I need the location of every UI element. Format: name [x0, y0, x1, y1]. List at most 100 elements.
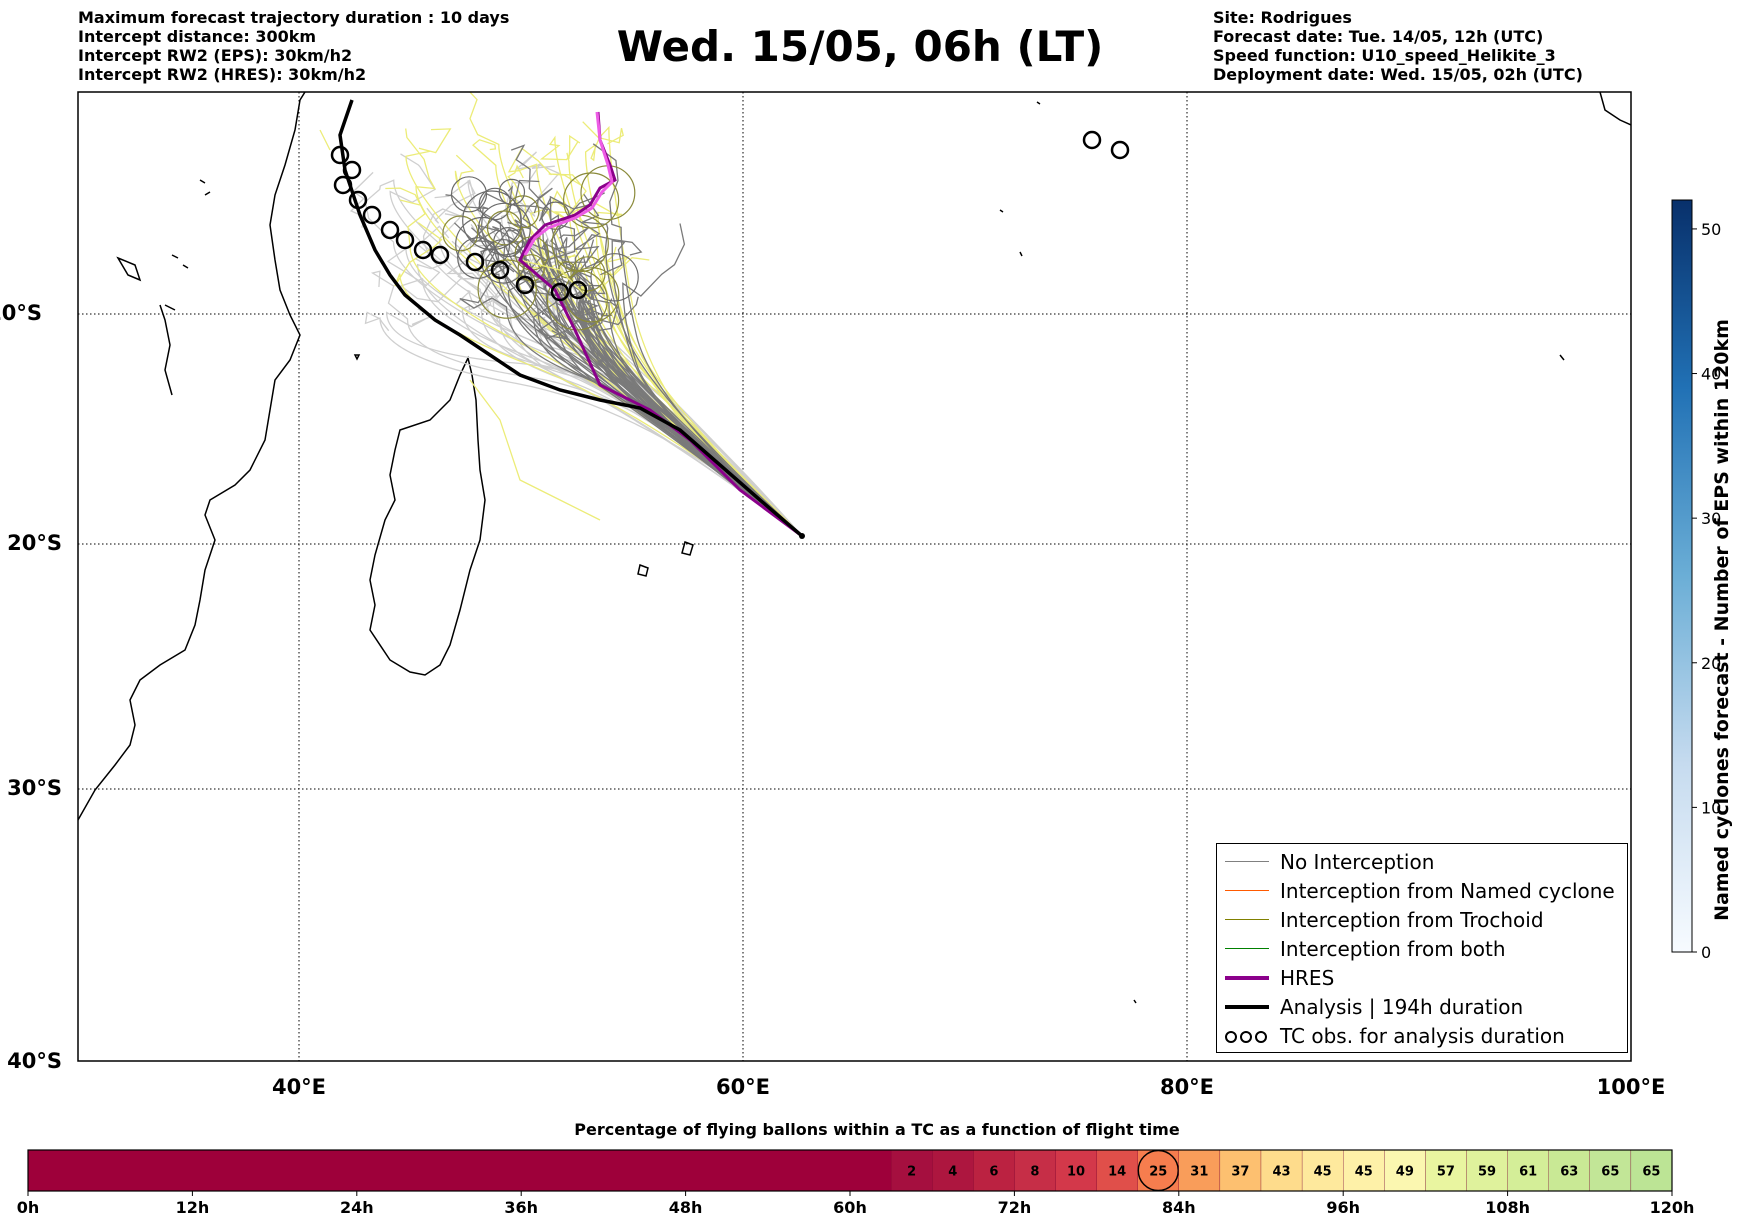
lon-label-100e: 100°E	[1597, 1075, 1666, 1099]
flight-bar-cell	[1301, 1149, 1344, 1192]
intercept-distance-text: Intercept distance: 300km	[78, 27, 317, 46]
tc-obs-symbol	[568, 280, 588, 300]
flight-bar-time-label: 72h	[997, 1198, 1032, 1217]
flight-bar-value: 6	[989, 1165, 998, 1180]
flight-bar-cell	[1630, 1149, 1673, 1192]
trochoid-loop	[570, 256, 606, 292]
flight-bar-cell	[1507, 1149, 1549, 1192]
flight-bar-time-label: 48h	[668, 1198, 703, 1217]
east-coast-fragment	[1599, 92, 1631, 126]
legend-label-tc-obs: TC obs. for analysis duration	[1280, 1024, 1565, 1048]
flight-bar-time-label: 96h	[1326, 1198, 1361, 1217]
flight-bar-time-label: 36h	[504, 1198, 539, 1217]
tc-obs-symbol	[550, 282, 570, 302]
legend-swatch-no-interception	[1225, 861, 1269, 862]
tc-obs-symbol	[330, 145, 350, 165]
tc-obs-symbol	[342, 160, 362, 180]
legend-swatch-hres	[1225, 976, 1269, 980]
lat-label-30s: 30°S	[7, 776, 62, 800]
trochoid-loop	[462, 190, 522, 251]
flight-bar-cell	[890, 1149, 933, 1192]
africa-coastline	[78, 92, 306, 821]
eps-trajectory-no-interception	[582, 193, 803, 537]
vertical-colorbar-tick-label: 50	[1701, 220, 1721, 239]
vertical-colorbar-tick-label: 20	[1701, 654, 1721, 673]
seychelles-islands	[171, 179, 211, 269]
vertical-colorbar: 0 10 20 30 40 50	[1671, 199, 1721, 962]
flight-bar-value: 45	[1314, 1165, 1332, 1180]
flight-bar-value: 45	[1355, 1165, 1373, 1180]
max-duration-text: Maximum forecast trajectory duration : 1…	[78, 8, 510, 27]
tc-obs-symbol	[465, 252, 485, 272]
eps-trajectory-no-interception	[541, 253, 803, 537]
flight-bar-cell	[1219, 1149, 1262, 1192]
trochoid-loop	[457, 237, 499, 279]
intercept-eps-text: Intercept RW2 (EPS): 30km/h2	[78, 46, 353, 65]
flight-bar-cell	[973, 1149, 1015, 1192]
lon-label-60e: 60°E	[716, 1075, 770, 1099]
trochoid-loop	[478, 202, 531, 256]
trochoid-loop	[442, 215, 479, 252]
madagascar-coastline	[369, 355, 486, 676]
flight-bar-time-label: 84h	[1161, 1198, 1196, 1217]
flight-bar-value: 31	[1190, 1165, 1208, 1180]
vertical-colorbar-gradient	[1671, 199, 1693, 953]
intercept-hres-text: Intercept RW2 (HRES): 30km/h2	[78, 65, 367, 84]
cocos-islands	[1133, 354, 1565, 1004]
speed-function-text: Speed function: U10_speed_Helikite_3	[1213, 46, 1556, 65]
vertical-colorbar-tick-label: 0	[1701, 943, 1711, 962]
hres-trajectory-late	[523, 111, 614, 256]
legend-swatch-both	[1225, 948, 1269, 949]
legend-label-named-cyclone: Interception from Named cyclone	[1280, 879, 1615, 903]
legend-label-hres: HRES	[1280, 966, 1335, 990]
flight-bar-time-label: 0h	[16, 1198, 40, 1217]
map-frame	[77, 91, 1632, 1062]
legend-swatch-named-cyclone	[1225, 890, 1269, 891]
legend-label-no-interception: No Interception	[1280, 850, 1435, 874]
flight-bar-value: 2	[907, 1165, 916, 1180]
legend-label-both: Interception from both	[1280, 937, 1506, 961]
tc-obs-symbol	[490, 260, 510, 280]
site-text: Site: Rodrigues	[1213, 8, 1352, 27]
graticule	[78, 92, 1631, 1061]
flight-bar-title: Percentage of flying ballons within a TC…	[574, 1120, 1180, 1139]
release-site-marker	[799, 533, 805, 539]
flight-bar-cell	[1343, 1149, 1385, 1192]
legend-label-trochoid: Interception from Trochoid	[1280, 908, 1544, 932]
eps-trajectory-no-interception	[445, 194, 803, 537]
legend-label-analysis: Analysis | 194h duration	[1280, 995, 1524, 1019]
flight-bar-cell	[1014, 1149, 1056, 1192]
trochoid-loop	[493, 227, 524, 258]
legend-item-analysis: Analysis | 194h duration	[1217, 993, 1627, 1021]
tc-obs-symbol	[395, 230, 415, 250]
tc-obs-symbol	[348, 190, 368, 210]
lat-label-40s: 40°S	[7, 1049, 62, 1073]
trochoid-loop	[546, 269, 608, 331]
flight-bar-cell	[1260, 1149, 1303, 1192]
comoros-island	[353, 354, 361, 361]
legend-item-named-cyclone: Interception from Named cyclone	[1217, 877, 1627, 905]
trajectories	[319, 92, 1130, 539]
flight-bar-cell	[1178, 1149, 1221, 1192]
tc-symbol-icon	[1225, 1031, 1267, 1043]
trochoid-loop	[486, 210, 522, 246]
legend: No Interception Interception from Named …	[1216, 843, 1628, 1053]
flight-bar-value: 65	[1601, 1165, 1619, 1180]
mauritius-island	[681, 541, 694, 556]
flight-bar-value: 59	[1478, 1165, 1496, 1180]
lon-label-80e: 80°E	[1160, 1075, 1214, 1099]
tc-obs-symbol	[430, 245, 450, 265]
map-title: Wed. 15/05, 06h (LT)	[616, 22, 1104, 71]
header-right: Site: Rodrigues Forecast date: Tue. 14/0…	[1213, 8, 1583, 84]
flight-bar-value: 61	[1519, 1165, 1537, 1180]
legend-item-both: Interception from both	[1217, 935, 1627, 963]
legend-item-hres: HRES	[1217, 964, 1627, 992]
deployment-date-text: Deployment date: Wed. 15/05, 02h (UTC)	[1213, 65, 1583, 84]
eps-trajectory-no-interception	[592, 143, 803, 537]
lat-label-20s: 20°S	[7, 531, 62, 555]
flight-bar-time-label: 24h	[339, 1198, 374, 1217]
header-left: Maximum forecast trajectory duration : 1…	[78, 8, 509, 84]
zanzibar-island	[116, 256, 142, 282]
flight-time-bar: 2 4 6 8 10 14 25 31 37 43 45 45 49 57 59 61 63 65 65	[27, 1149, 1673, 1196]
flight-bar-cell	[1055, 1149, 1097, 1192]
